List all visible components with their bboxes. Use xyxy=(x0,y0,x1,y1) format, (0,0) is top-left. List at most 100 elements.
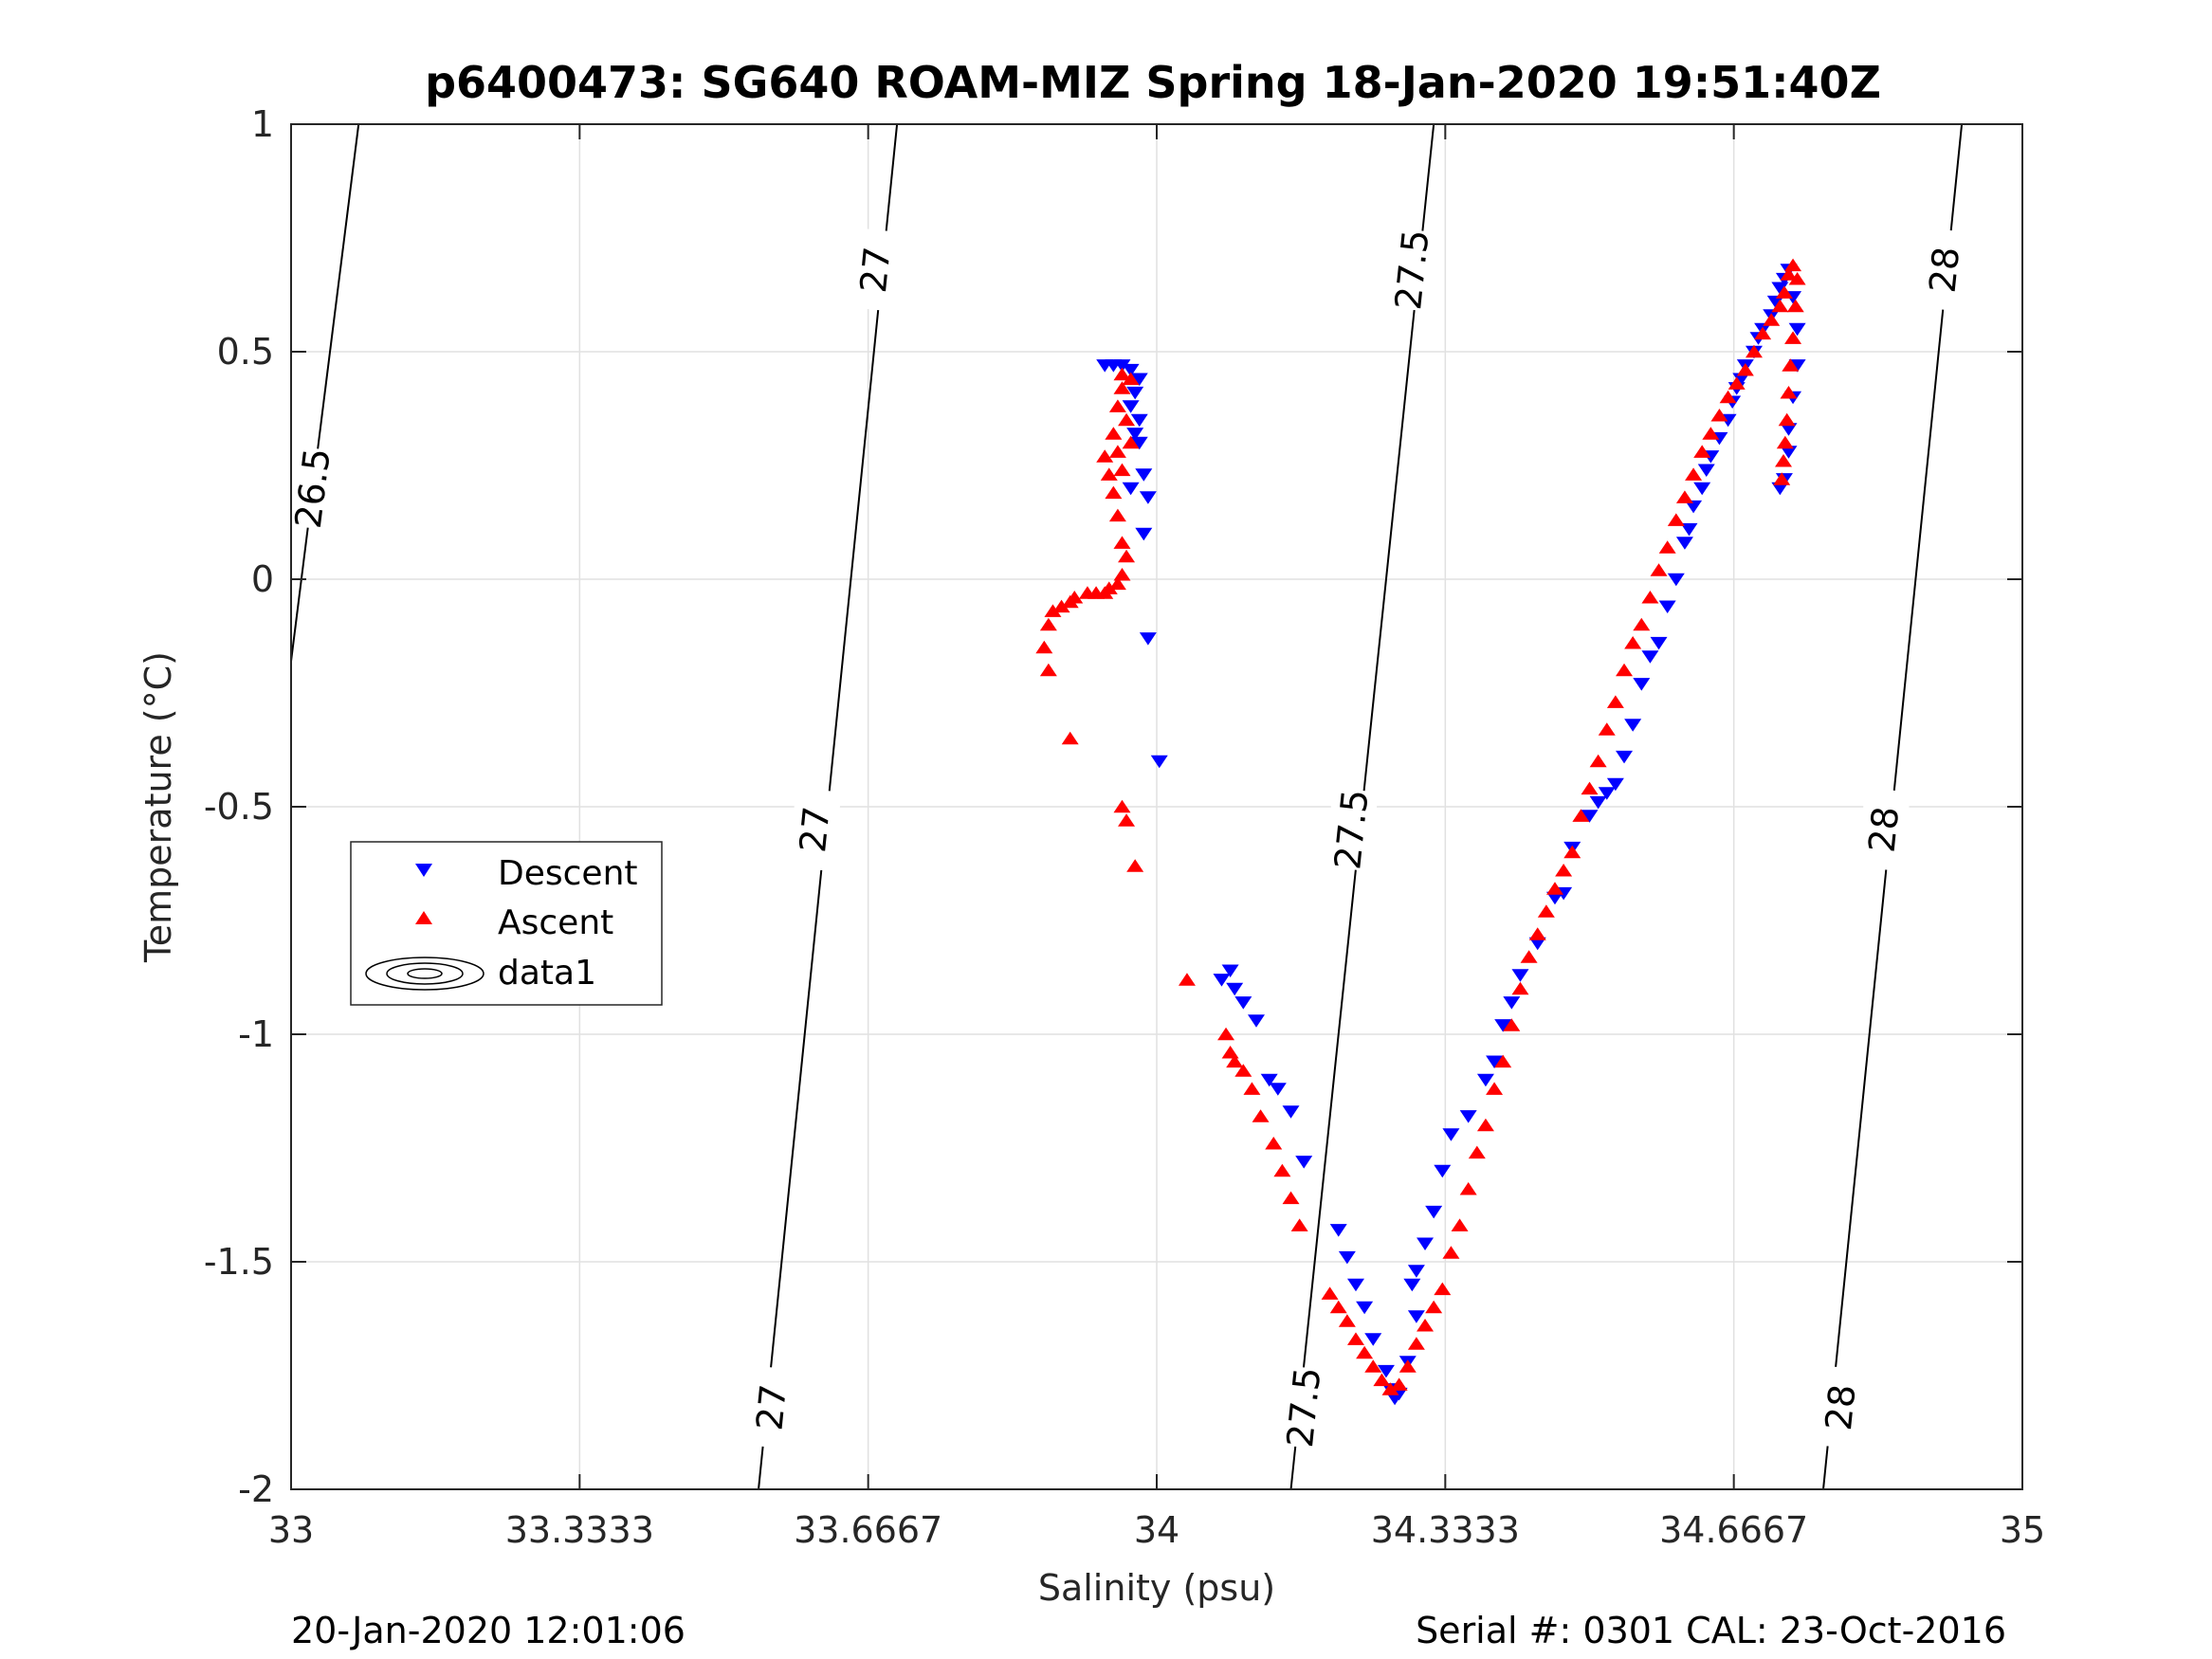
ascent-point xyxy=(1528,927,1546,940)
ascent-point xyxy=(1675,490,1693,503)
descent-point xyxy=(1356,1301,1374,1315)
density-contour-line xyxy=(290,123,360,662)
ascent-point xyxy=(1754,326,1772,340)
ascent-point xyxy=(1252,1109,1270,1122)
descent-point xyxy=(1589,795,1607,810)
descent-point xyxy=(1503,996,1521,1010)
contour-label-background xyxy=(1325,787,1379,872)
ascent-point xyxy=(1442,1246,1460,1259)
ascent-point xyxy=(1459,1182,1477,1195)
contour-label-background xyxy=(788,787,842,872)
density-contours: 26.5 27 27 27 27.5 27.5 27.5 28 28 28 xyxy=(284,123,1971,1490)
contour-label-group: 27 xyxy=(788,787,842,872)
contour-label: 27 xyxy=(792,805,838,855)
contour-label: 28 xyxy=(1861,805,1908,855)
descent-point xyxy=(1407,1265,1425,1278)
y-tick-label: -2 xyxy=(238,1468,274,1510)
ascent-point xyxy=(1078,586,1096,599)
legend-contour-icon xyxy=(365,957,484,991)
descent-point xyxy=(1667,573,1685,587)
ascent-point xyxy=(1572,809,1590,822)
descent-point xyxy=(1126,428,1144,441)
contour-label: 27.5 xyxy=(1326,788,1377,872)
ascent-point xyxy=(1290,1218,1308,1231)
ascent-point xyxy=(1061,594,1079,609)
ascent-point xyxy=(1763,313,1781,326)
contour-label-background xyxy=(1276,1365,1331,1449)
ascent-point xyxy=(1105,485,1123,500)
descent-point xyxy=(1139,632,1157,646)
x-axis-label: Salinity (psu) xyxy=(1038,1567,1275,1609)
ascent-point xyxy=(1545,882,1563,895)
descent-point xyxy=(1139,491,1157,504)
ascent-point xyxy=(1044,604,1062,617)
ascent-point xyxy=(1108,576,1126,591)
ascent-point xyxy=(1685,467,1703,481)
ascent-point xyxy=(1243,1082,1261,1095)
y-tick-label: -0.5 xyxy=(204,786,274,828)
contour-label: 28 xyxy=(1818,1382,1864,1432)
ascent-point xyxy=(1226,1054,1244,1068)
descent-point xyxy=(1633,678,1651,691)
ascent-point xyxy=(1784,331,1802,344)
descent-point xyxy=(1417,1237,1435,1250)
ascent-point xyxy=(1113,536,1131,549)
descent-point xyxy=(1122,363,1140,377)
ascent-point xyxy=(1784,258,1802,272)
ascent-point xyxy=(1537,904,1555,918)
descent-point xyxy=(1234,996,1252,1010)
contour-label-background xyxy=(744,1365,798,1449)
ascent-point xyxy=(1118,549,1136,563)
descent-point xyxy=(1295,1156,1313,1169)
y-tick-label: -1.5 xyxy=(204,1241,274,1283)
ascent-point xyxy=(1417,1319,1435,1332)
ascent-point xyxy=(1373,1373,1391,1387)
descent-point xyxy=(1150,755,1168,769)
y-tick-label: 0.5 xyxy=(217,331,274,373)
legend-descent-label: Descent xyxy=(498,854,638,893)
contour-label-group: 28 xyxy=(1917,228,1971,312)
descent-point xyxy=(1685,500,1703,514)
descent-point xyxy=(1598,787,1616,800)
ascent-point xyxy=(1108,508,1126,522)
ascent-point xyxy=(1052,599,1070,613)
ascent-point xyxy=(1122,435,1140,449)
contour-label: 28 xyxy=(1922,245,1968,295)
descent-point xyxy=(1364,1333,1382,1346)
descent-point xyxy=(1494,1019,1512,1032)
ascent-point xyxy=(1282,1191,1300,1205)
ascent-point xyxy=(1780,267,1798,281)
ascent-point xyxy=(1589,754,1607,768)
data-points xyxy=(1035,258,1806,1406)
ascent-point xyxy=(1780,386,1798,399)
ascent-point xyxy=(1494,1054,1512,1068)
legend-descent-marker xyxy=(415,864,432,877)
ascent-point xyxy=(1390,1377,1408,1391)
descent-point xyxy=(1442,1128,1460,1141)
ascent-point xyxy=(1126,859,1144,872)
descent-point xyxy=(1282,1105,1300,1119)
descent-point xyxy=(1434,1164,1452,1178)
descent-point xyxy=(1581,810,1599,823)
contour-label: 27.5 xyxy=(1279,1365,1329,1449)
ascent-point xyxy=(1265,1137,1283,1150)
descent-point xyxy=(1122,482,1140,496)
ascent-point xyxy=(1563,845,1581,859)
descent-point xyxy=(1130,413,1148,428)
ascent-point xyxy=(1486,1082,1504,1095)
ascent-point xyxy=(1736,363,1754,376)
contour-label-background xyxy=(1856,787,1911,872)
ascent-point xyxy=(1407,1337,1425,1350)
ascent-point xyxy=(1398,1359,1417,1373)
ascent-point xyxy=(1100,467,1118,481)
contour-label-background xyxy=(1917,228,1971,312)
ascent-point xyxy=(1468,1145,1486,1159)
ascent-point xyxy=(1788,272,1806,285)
contour-label: 27 xyxy=(852,245,899,295)
ascent-point xyxy=(1555,864,1573,877)
ascent-point xyxy=(1775,285,1793,299)
descent-point xyxy=(1126,386,1144,400)
descent-point xyxy=(1693,482,1711,496)
descent-point xyxy=(1486,1055,1504,1068)
ascent-point xyxy=(1581,781,1599,795)
